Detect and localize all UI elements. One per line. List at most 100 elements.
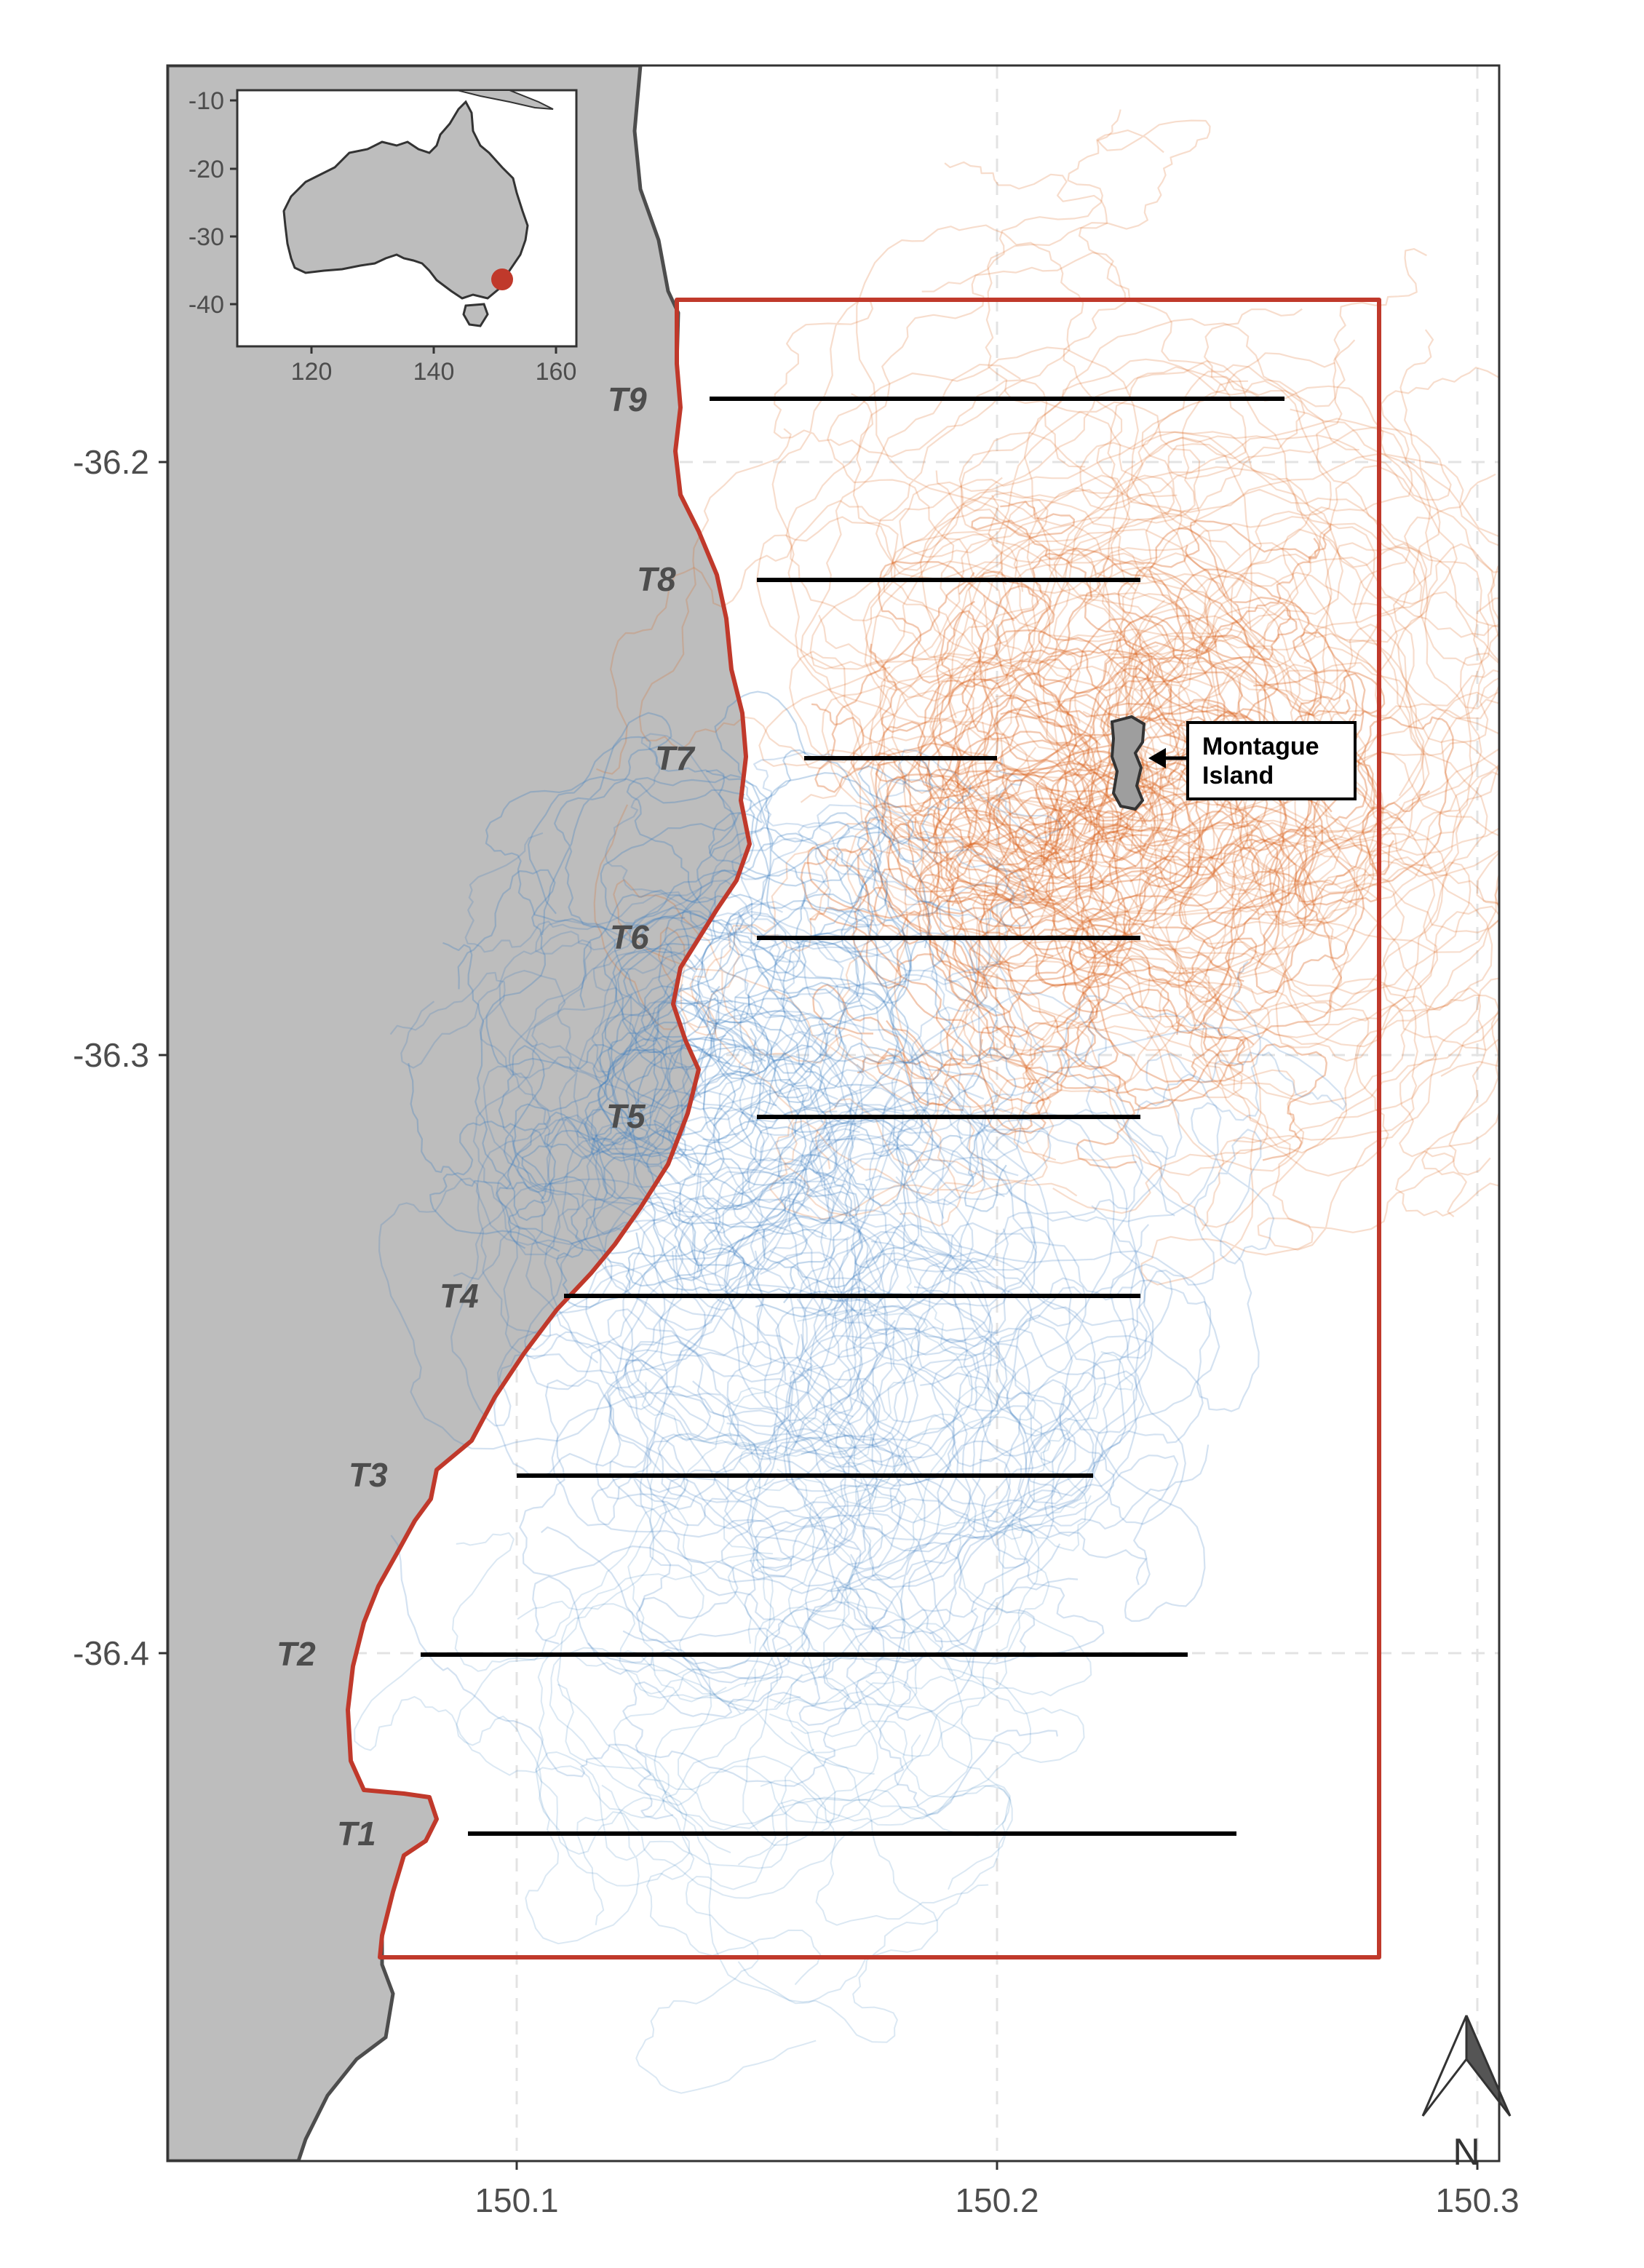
track-path <box>525 1048 1052 1351</box>
callout-box <box>1186 721 1357 800</box>
track-path <box>809 474 1236 778</box>
track-path <box>682 933 1095 1230</box>
track-path <box>913 1027 1347 1290</box>
track-path <box>968 741 1493 1228</box>
track-path <box>785 109 1121 682</box>
track-path <box>788 1176 1206 1622</box>
inset-y-tick-label: -30 <box>188 223 224 251</box>
track-path <box>585 1264 977 1588</box>
track-path <box>1184 735 1327 1161</box>
track-path <box>1050 785 1246 1083</box>
track-path <box>956 699 1127 960</box>
track-path <box>625 816 888 1156</box>
track-path <box>622 1286 902 1820</box>
track-path <box>972 645 1305 1172</box>
track-path <box>937 494 1374 922</box>
track-path <box>456 1647 875 1819</box>
transect-label: T5 <box>606 1097 646 1135</box>
track-path <box>1076 615 1279 854</box>
inset-y-tick-label: -20 <box>188 156 224 183</box>
track-path <box>540 1236 883 1680</box>
track-path <box>788 1223 1073 1449</box>
track-path <box>581 1088 1005 1459</box>
track-path <box>948 434 1499 927</box>
inset-map: -10 -20 -30 -40 120 140 160 <box>188 87 578 386</box>
track-path <box>797 1309 1036 1679</box>
track-path <box>875 742 1156 864</box>
track-path <box>798 1226 1204 1505</box>
track-path <box>731 837 972 1342</box>
track-path <box>758 542 1425 835</box>
track-path <box>707 940 934 1173</box>
track-path <box>924 697 1180 1035</box>
track-path <box>633 1157 1037 1510</box>
track-path <box>508 919 857 1399</box>
track-path <box>709 749 883 1210</box>
y-tick-label: -36.4 <box>73 1634 149 1672</box>
track-path <box>887 658 1149 958</box>
track-path <box>851 792 1081 1041</box>
track-path <box>800 363 1216 1051</box>
track-path <box>851 393 1343 1038</box>
track-path <box>639 903 827 1580</box>
track-path <box>737 1522 1040 1866</box>
track-path <box>817 804 1051 1344</box>
track-path <box>1116 651 1499 848</box>
track-path <box>1000 568 1322 782</box>
track-path <box>591 1336 1061 1721</box>
inset-x-tick-label: 140 <box>413 358 455 386</box>
x-tick-label: 150.3 <box>1435 2181 1519 2219</box>
track-path <box>654 1601 1031 1854</box>
transect-label: T1 <box>337 1815 376 1853</box>
track-path <box>921 252 1458 794</box>
track-path <box>625 1023 843 1289</box>
track-path <box>750 779 1016 1439</box>
track-path <box>769 662 1215 1220</box>
track-path <box>814 926 1418 1182</box>
track-path <box>856 224 1145 702</box>
track-path <box>483 1048 859 1551</box>
track-path <box>1006 119 1211 642</box>
track-path <box>464 832 856 1313</box>
transect-lines <box>421 397 1284 1836</box>
track-path <box>1027 547 1351 880</box>
track-path <box>567 1650 1011 1837</box>
track-path <box>800 453 1433 808</box>
track-path <box>744 1362 1051 1669</box>
track-path <box>549 1652 1012 1890</box>
track-path <box>389 971 866 1377</box>
inset-y-tick-label: -40 <box>188 291 224 319</box>
track-path <box>1129 716 1454 916</box>
track-path <box>607 1240 1008 1487</box>
track-path <box>593 740 1064 1036</box>
track-path <box>958 358 1499 677</box>
callout-label-line1: Montague <box>1202 733 1319 760</box>
track-path <box>883 493 1341 915</box>
track-path <box>689 772 915 947</box>
track-path <box>600 769 737 1110</box>
track-path <box>798 995 1228 1511</box>
track-path <box>940 536 1398 928</box>
track-path <box>899 248 1427 558</box>
track-path <box>498 1027 757 1201</box>
track-path <box>771 298 1158 763</box>
track-path <box>893 796 1389 1231</box>
track-path <box>1036 776 1255 1046</box>
track-path <box>1084 650 1314 1286</box>
track-path <box>390 1535 857 1787</box>
track-path <box>702 931 988 1219</box>
track-path <box>702 1044 1017 1212</box>
track-path <box>739 863 982 1206</box>
track-path <box>519 1286 973 1612</box>
track-path <box>450 1157 996 1427</box>
inset-x-tick-label: 160 <box>536 358 577 386</box>
track-path <box>708 1036 943 1304</box>
track-path <box>429 1047 706 1252</box>
track-path <box>485 776 745 1043</box>
track-path <box>603 1106 918 1572</box>
track-path <box>457 869 710 1070</box>
arrow-head-icon <box>1148 748 1166 768</box>
track-path <box>664 910 929 1158</box>
track-path <box>944 161 1212 931</box>
inset-new-guinea <box>456 90 554 110</box>
